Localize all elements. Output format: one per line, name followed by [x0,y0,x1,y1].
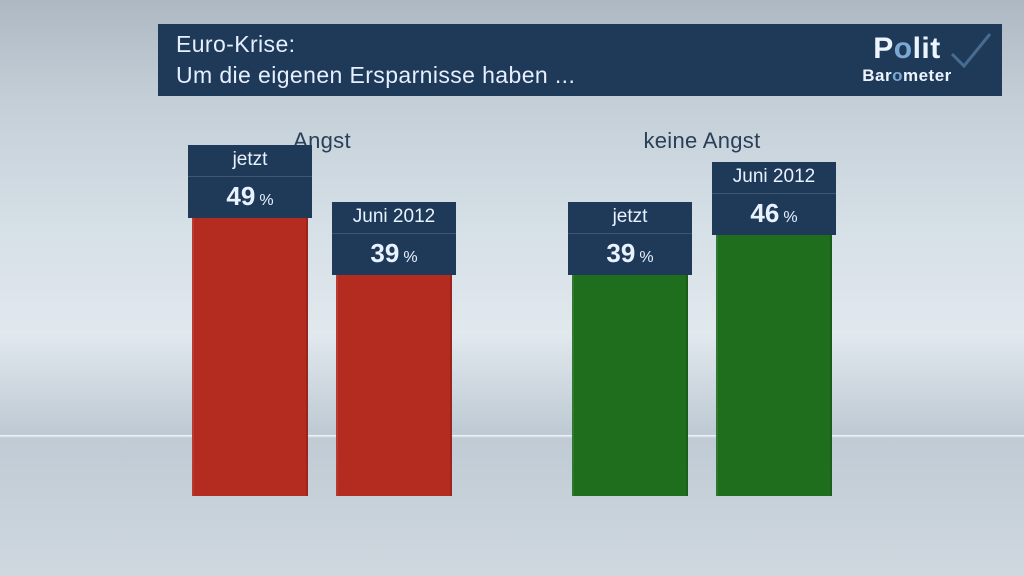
value-suffix: % [255,192,273,209]
time-badge: jetzt [188,145,312,177]
bar: Juni 201246% [716,218,832,496]
chart-stage: Euro-Krise: Um die eigenen Ersparnisse h… [0,0,1024,576]
badge-stack: jetzt39% [572,202,688,275]
value-badge: 39% [568,234,692,275]
value-suffix: % [399,249,417,266]
value-badge: 46% [712,194,836,235]
bar-body [572,275,688,496]
group-label: keine Angst [572,128,832,154]
time-badge: Juni 2012 [712,162,836,194]
chart-area: Angstjetzt49%Juni 201239%keine Angstjetz… [0,0,1024,576]
value-badge: 49% [188,177,312,218]
value-number: 39 [370,238,399,268]
value-suffix: % [635,249,653,266]
value-suffix: % [779,209,797,226]
badge-stack: jetzt49% [192,145,308,218]
badge-stack: Juni 201239% [336,202,452,275]
bar-body [192,218,308,496]
value-number: 49 [226,181,255,211]
time-badge: jetzt [568,202,692,234]
value-number: 39 [606,238,635,268]
bar-body [336,275,452,496]
bar-body [716,235,832,496]
bar: jetzt49% [192,218,308,496]
value-number: 46 [750,198,779,228]
time-badge: Juni 2012 [332,202,456,234]
bar: Juni 201239% [336,218,452,496]
bar: jetzt39% [572,218,688,496]
badge-stack: Juni 201246% [716,162,832,235]
value-badge: 39% [332,234,456,275]
